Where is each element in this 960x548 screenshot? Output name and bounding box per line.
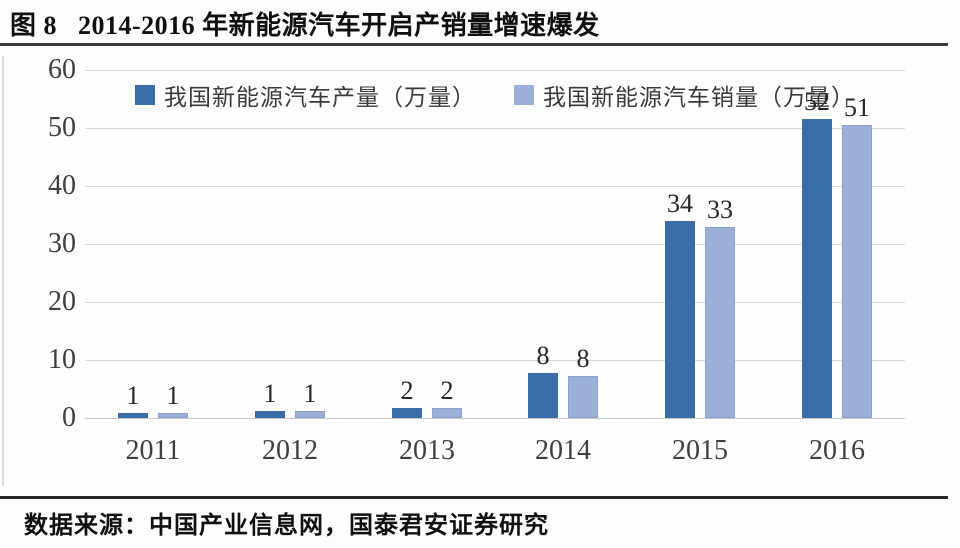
gridline-10 — [85, 360, 905, 361]
bar-production-2013 — [392, 408, 422, 418]
legend-label-production: 我国新能源汽车产量（万量） — [164, 85, 476, 110]
bar-sales-2014 — [568, 376, 598, 418]
x-tick-label-2014: 2014 — [535, 435, 591, 466]
bar-production-2015 — [665, 221, 695, 418]
figure-title: 图 8 2014-2016 年新能源汽车开启产销量增速爆发 — [10, 11, 600, 40]
bar-sales-2015 — [705, 227, 735, 418]
legend-swatch-icon-sales — [514, 85, 534, 105]
x-tick-label-2016: 2016 — [809, 435, 865, 466]
bar-label-sales-2013: 2 — [440, 376, 454, 405]
legend-item-sales: 我国新能源汽车销量（万量） — [514, 78, 855, 112]
bar-label-sales-2012: 1 — [303, 379, 317, 408]
y-tick-label-20: 20 — [48, 286, 76, 317]
data-source: 数据来源：中国产业信息网，国泰君安证券研究 — [24, 513, 549, 539]
y-tick-label-30: 30 — [48, 228, 76, 259]
bar-sales-2016 — [842, 125, 872, 418]
legend-item-production: 我国新能源汽车产量（万量） — [135, 78, 476, 112]
footer-divider — [0, 496, 948, 499]
x-tick-label-2013: 2013 — [399, 435, 455, 466]
bar-label-production-2015: 34 — [667, 189, 693, 218]
bar-sales-2012 — [295, 411, 325, 418]
bar-label-production-2016: 52 — [804, 87, 830, 116]
gridline-40 — [85, 186, 905, 187]
bar-label-production-2012: 1 — [263, 379, 277, 408]
bar-production-2016 — [802, 119, 832, 418]
bar-production-2014 — [528, 373, 558, 418]
bar-label-production-2013: 2 — [400, 376, 414, 405]
x-tick-label-2012: 2012 — [262, 435, 318, 466]
y-tick-label-40: 40 — [48, 170, 76, 201]
gridline-0 — [85, 418, 905, 419]
legend-swatch-icon-production — [135, 85, 155, 105]
gridline-30 — [85, 244, 905, 245]
bar-label-production-2014: 8 — [536, 341, 550, 370]
bar-label-production-2011: 1 — [126, 381, 140, 410]
bar-production-2011 — [118, 413, 148, 418]
gridline-50 — [85, 128, 905, 129]
bar-label-sales-2015: 33 — [707, 195, 733, 224]
bar-label-sales-2016: 51 — [844, 93, 870, 122]
y-tick-label-10: 10 — [48, 344, 76, 375]
bar-label-sales-2014: 8 — [576, 344, 590, 373]
y-tick-label-50: 50 — [48, 112, 76, 143]
x-tick-label-2011: 2011 — [125, 435, 181, 466]
y-tick-label-0: 0 — [62, 402, 76, 433]
gridline-60 — [85, 70, 905, 71]
chart-left-border — [2, 56, 4, 486]
x-tick-label-2015: 2015 — [672, 435, 728, 466]
chart-legend: 我国新能源汽车产量（万量） 我国新能源汽车销量（万量） — [135, 78, 855, 112]
title-divider — [0, 43, 948, 46]
bar-production-2012 — [255, 411, 285, 418]
bar-sales-2011 — [158, 413, 188, 418]
y-tick-label-60: 60 — [48, 54, 76, 85]
gridline-20 — [85, 302, 905, 303]
bar-sales-2013 — [432, 408, 462, 418]
bar-label-sales-2011: 1 — [166, 381, 180, 410]
legend-label-sales: 我国新能源汽车销量（万量） — [543, 85, 855, 110]
